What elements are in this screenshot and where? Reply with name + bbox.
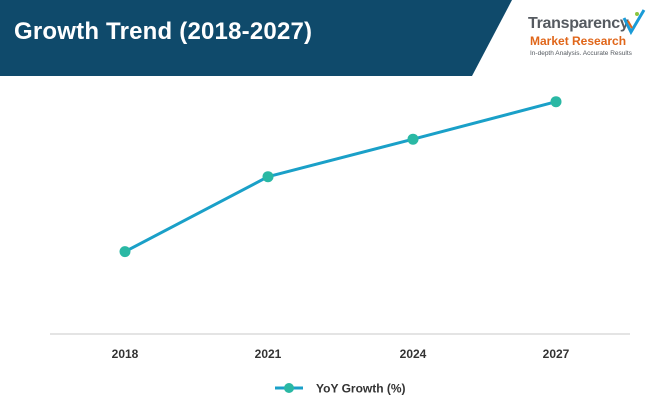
legend-marker-swatch: [284, 383, 294, 393]
header-bar: Growth Trend (2018-2027) Transparency Ma…: [0, 0, 650, 76]
series-line-yoy-growth: [124, 100, 557, 253]
header-banner-shape: [0, 0, 512, 76]
x-tick-label-2024: 2024: [400, 347, 427, 361]
logo-line1: Transparency: [528, 15, 629, 32]
data-point-2024: [407, 133, 419, 145]
x-tick-label-2018: 2018: [112, 347, 139, 361]
data-point-2021: [262, 171, 274, 183]
logo-check-icon: [622, 9, 646, 36]
x-tick-label-2021: 2021: [255, 347, 282, 361]
x-tick-label-2027: 2027: [543, 347, 570, 361]
data-point-2018: [119, 246, 131, 258]
legend-label: YoY Growth (%): [316, 382, 406, 396]
logo-line2: Market Research: [530, 34, 627, 48]
company-logo: Transparency Market Research In-depth An…: [524, 8, 648, 70]
chart-legend: YoY Growth (%): [275, 382, 406, 396]
logo-tagline: In-depth Analysis. Accurate Results: [530, 50, 632, 57]
data-point-2027: [550, 96, 562, 108]
header-banner: [0, 0, 512, 76]
chart-title: Growth Trend (2018-2027): [14, 18, 313, 45]
